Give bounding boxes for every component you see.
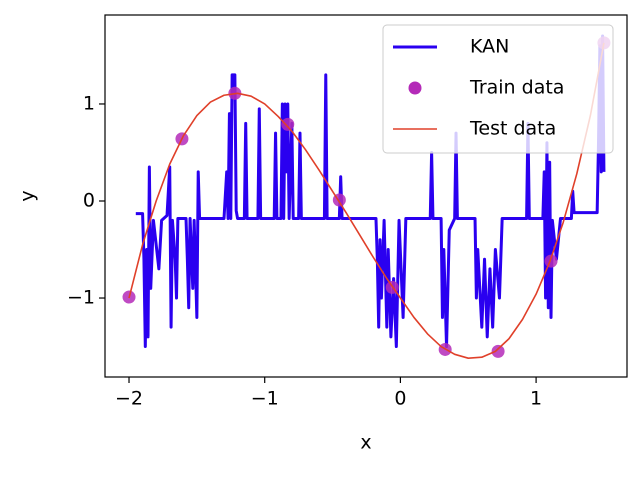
legend-label: Train data <box>469 77 564 99</box>
y-tick-label: 1 <box>83 92 95 114</box>
train-point <box>544 254 558 268</box>
legend-marker <box>408 81 422 95</box>
y-tick-label: 0 <box>83 189 95 211</box>
x-tick-label: −1 <box>251 388 279 410</box>
x-tick-label: 1 <box>530 388 542 410</box>
x-tick-label: 0 <box>394 388 406 410</box>
legend-box <box>382 24 614 154</box>
legend-label: KAN <box>470 36 509 58</box>
plot-frame <box>104 14 628 378</box>
x-tick-label: −2 <box>115 388 143 410</box>
y-tick-label: −1 <box>67 287 95 309</box>
y-axis-label: y <box>17 190 39 201</box>
train-point <box>491 344 505 358</box>
legend-label: Test data <box>469 118 556 140</box>
test-line <box>128 42 605 359</box>
x-axis-label: x <box>360 432 371 454</box>
train-point <box>281 117 295 131</box>
